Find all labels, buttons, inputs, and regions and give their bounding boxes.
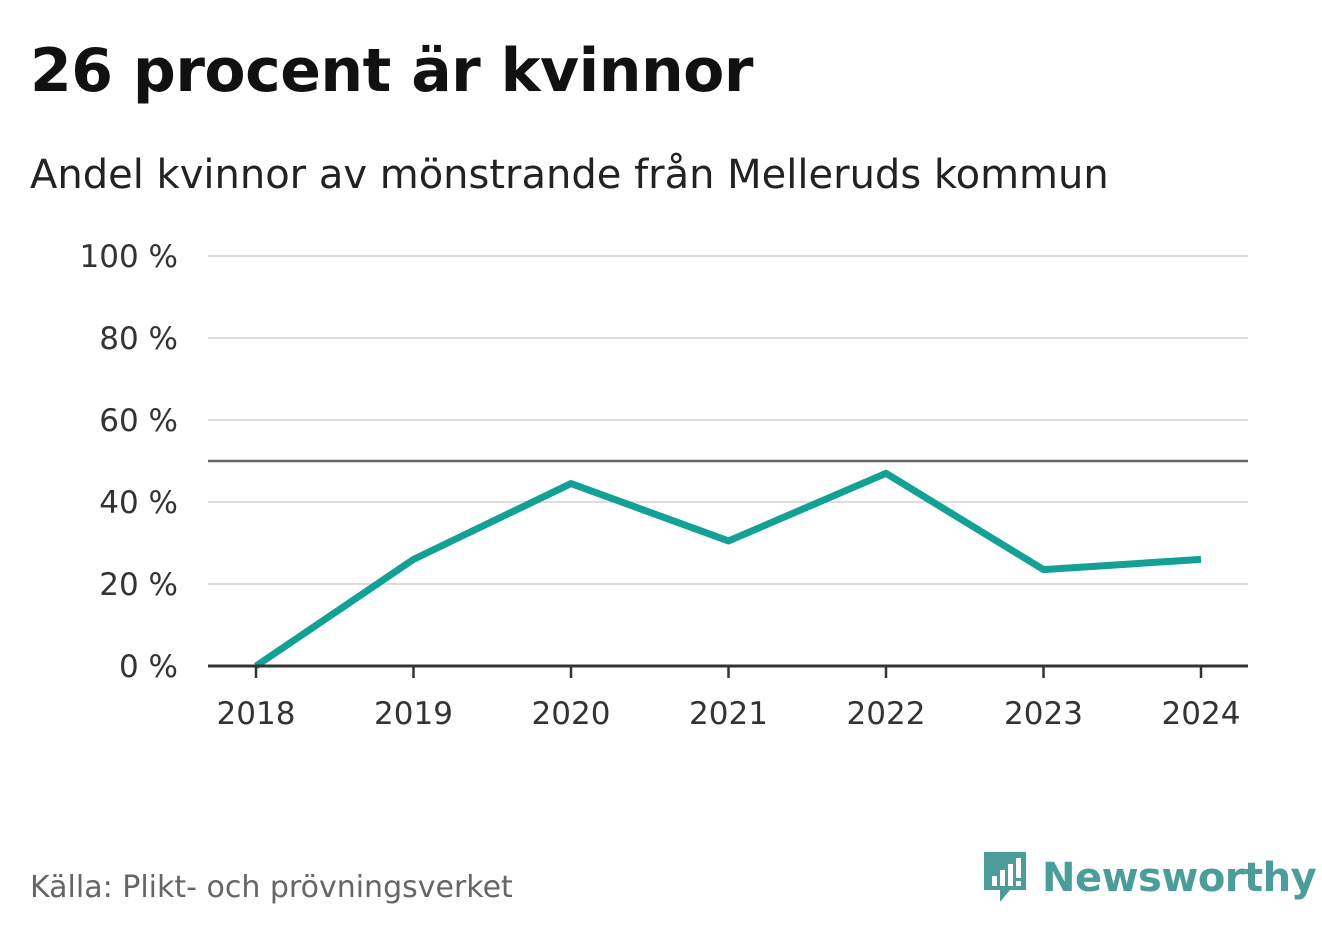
gridlines bbox=[208, 255, 1248, 585]
y-tick-label: 60 % bbox=[99, 403, 178, 439]
newsworthy-logo-icon bbox=[984, 852, 1026, 902]
x-tick-label: 2019 bbox=[374, 696, 453, 732]
newsworthy-logo: Newsworthy bbox=[980, 848, 1317, 908]
x-tick-label: 2024 bbox=[1162, 696, 1241, 732]
source-note: Källa: Plikt- och prövningsverket bbox=[30, 870, 513, 905]
y-tick-label: 100 % bbox=[80, 239, 178, 275]
series-layer bbox=[254, 469, 1202, 669]
x-tick-label: 2022 bbox=[847, 696, 926, 732]
x-tick-label: 2023 bbox=[1004, 696, 1083, 732]
x-tick-label: 2020 bbox=[532, 696, 611, 732]
y-tick-label: 80 % bbox=[99, 321, 178, 357]
y-tick-label: 20 % bbox=[99, 567, 178, 603]
x-tick-label: 2021 bbox=[689, 696, 768, 732]
x-tick-label: 2018 bbox=[217, 696, 296, 732]
chart-subtitle: Andel kvinnor av mönstrande från Melleru… bbox=[30, 152, 1109, 198]
series-line bbox=[254, 469, 1202, 669]
y-tick-label: 0 % bbox=[119, 649, 178, 685]
x-axis: 2018 2019 2020 2021 2022 2023 2024 bbox=[208, 664, 1248, 732]
y-tick-label: 40 % bbox=[99, 485, 178, 521]
y-axis-labels: 0 % 20 % 40 % 60 % 80 % 100 % bbox=[80, 239, 178, 685]
chart-title: 26 procent är kvinnor bbox=[30, 36, 753, 106]
brand-name: Newsworthy bbox=[1042, 855, 1317, 901]
